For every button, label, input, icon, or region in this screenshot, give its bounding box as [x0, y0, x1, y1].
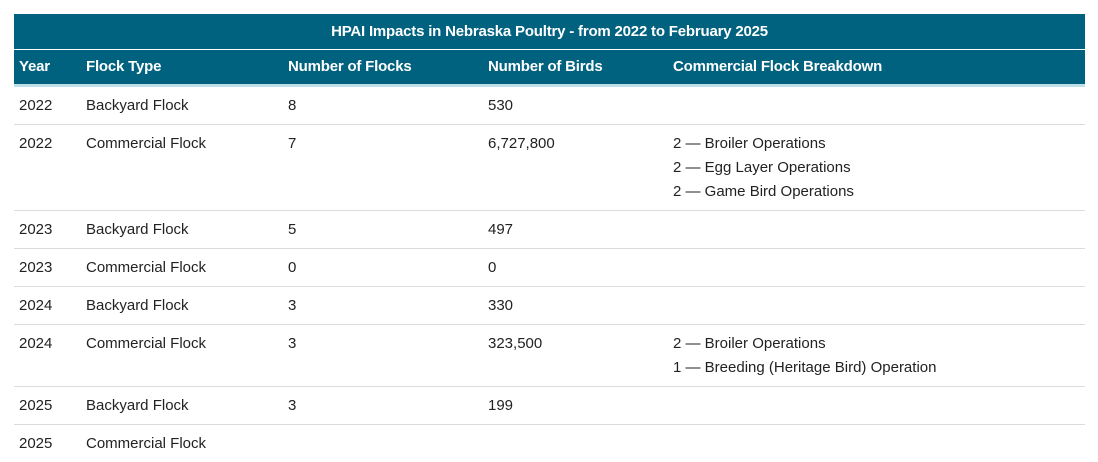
cell-number-of-flocks: 3	[288, 297, 297, 314]
cell-number-of-flocks: 0	[288, 259, 297, 276]
cell-year: 2022	[19, 97, 53, 114]
cell-year: 2025	[19, 397, 53, 414]
cell-number-of-flocks: 8	[288, 97, 297, 114]
cell-number-of-flocks: 5	[288, 221, 297, 238]
header-number-of-birds: Number of Birds	[488, 58, 603, 75]
cell-number-of-flocks: 7	[288, 135, 297, 152]
cell-number-of-flocks: 3	[288, 397, 297, 414]
cell-commercial-flock-breakdown	[668, 211, 1085, 248]
table-title: HPAI Impacts in Nebraska Poultry - from …	[14, 14, 1085, 49]
header-number-of-flocks: Number of Flocks	[288, 58, 412, 75]
cell-commercial-flock-breakdown: 2 — Broiler Operations 2 — Egg Layer Oper…	[668, 125, 1085, 210]
cell-number-of-birds: 6,727,800	[488, 135, 555, 152]
cell-commercial-flock-breakdown	[668, 425, 1085, 462]
header-flock-type: Flock Type	[86, 58, 162, 75]
cell-commercial-flock-breakdown	[668, 87, 1085, 124]
cell-flock-type: Commercial Flock	[86, 435, 207, 452]
cell-year: 2024	[19, 297, 53, 314]
cell-number-of-birds	[483, 425, 668, 462]
breakdown-line: 2 — Broiler Operations	[673, 135, 826, 152]
table-row: 2023 Backyard Flock 5 497	[14, 211, 1085, 249]
cell-number-of-birds: 530	[488, 97, 514, 114]
cell-flock-type: Commercial Flock	[86, 335, 207, 352]
cell-year: 2024	[19, 335, 53, 352]
breakdown-line: 1 — Breeding (Heritage Bird) Operation	[673, 359, 937, 376]
table-row: 2023 Commercial Flock 0 0	[14, 249, 1085, 287]
cell-flock-type: Commercial Flock	[86, 259, 207, 276]
table-row: 2022 Commercial Flock 7 6,727,800 2 — Broile…	[14, 125, 1085, 211]
cell-number-of-birds: 323,500	[488, 335, 543, 352]
breakdown-line: 2 — Egg Layer Operations	[673, 159, 851, 176]
cell-number-of-birds: 330	[488, 297, 514, 314]
cell-flock-type: Commercial Flock	[86, 135, 207, 152]
cell-number-of-flocks	[283, 425, 483, 462]
cell-commercial-flock-breakdown	[668, 287, 1085, 324]
hpai-table: HPAI Impacts in Nebraska Poultry - from …	[14, 14, 1085, 462]
cell-year: 2023	[19, 221, 53, 238]
cell-flock-type: Backyard Flock	[86, 221, 189, 238]
table-row: 2024 Backyard Flock 3 330	[14, 287, 1085, 325]
table-row: 2025 Commercial Flock	[14, 425, 1085, 462]
cell-number-of-birds: 497	[488, 221, 514, 238]
cell-flock-type: Backyard Flock	[86, 97, 189, 114]
breakdown-line: 2 — Game Bird Operations	[673, 183, 854, 200]
cell-commercial-flock-breakdown	[668, 387, 1085, 424]
breakdown-line: 2 — Broiler Operations	[673, 335, 826, 352]
cell-flock-type: Backyard Flock	[86, 297, 189, 314]
table-body: 2022 Backyard Flock 8 530 2022 Commercial Flo…	[14, 87, 1085, 462]
cell-year: 2025	[19, 435, 53, 452]
table-row: 2022 Backyard Flock 8 530	[14, 87, 1085, 125]
cell-year: 2022	[19, 135, 53, 152]
table-header-row: Year Flock Type Number of Flocks Number …	[14, 50, 1085, 87]
cell-number-of-birds: 0	[488, 259, 497, 276]
cell-commercial-flock-breakdown	[668, 249, 1085, 286]
header-commercial-flock-breakdown: Commercial Flock Breakdown	[673, 58, 883, 75]
title-divider	[14, 49, 1085, 50]
cell-number-of-birds: 199	[488, 397, 514, 414]
header-year: Year	[19, 58, 50, 75]
cell-flock-type: Backyard Flock	[86, 397, 189, 414]
table-row: 2025 Backyard Flock 3 199	[14, 387, 1085, 425]
table-row: 2024 Commercial Flock 3 323,500 2 — Broiler …	[14, 325, 1085, 387]
cell-year: 2023	[19, 259, 53, 276]
cell-commercial-flock-breakdown: 2 — Broiler Operations 1 — Breeding (Heri…	[668, 325, 1085, 386]
cell-number-of-flocks: 3	[288, 335, 297, 352]
